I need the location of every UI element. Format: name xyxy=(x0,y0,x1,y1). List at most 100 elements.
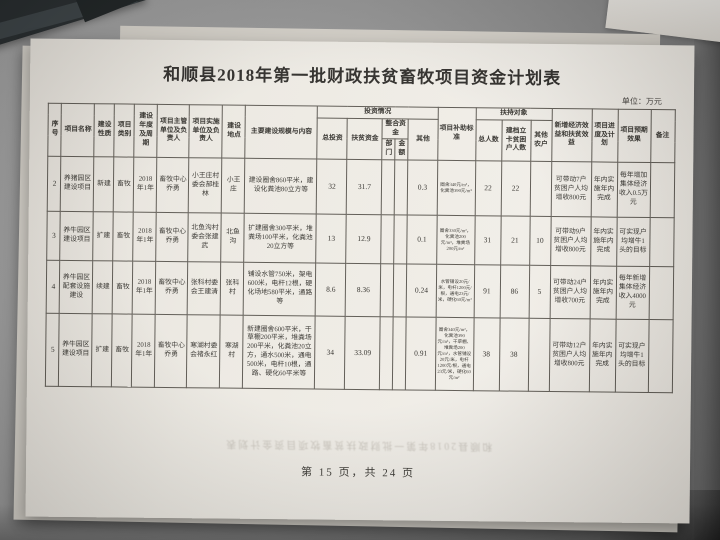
cell-other: 0.3 xyxy=(407,160,438,216)
col-header-benefit: 新增经济效益和扶贫效益 xyxy=(551,108,592,163)
cell-scale: 扩建圈舍300平米，堆粪场100平米，化粪池20立方等 xyxy=(244,213,317,264)
cell-dept xyxy=(381,159,396,216)
table-row: 4 养牛园区配套设施建设 续建 畜牧 2018年1年 畜牧中心乔勇 张科村委会王… xyxy=(46,260,674,320)
cell-total: 32 xyxy=(316,159,348,215)
cell-expected: 可实现户均增牛1头的目标 xyxy=(616,217,650,267)
cell-location: 北鱼沟 xyxy=(221,213,245,263)
table-row: 5 养牛园区建设项目 扩建 畜牧 2018年1年 畜牧中心乔勇 寒湖村委会褚永红… xyxy=(45,313,673,393)
cell-total: 34 xyxy=(314,316,346,390)
cell-remark xyxy=(648,266,674,320)
col-header-scale: 主要建设规模与内容 xyxy=(245,105,318,160)
col-header-remark: 备注 xyxy=(650,109,675,163)
cell-location: 小王庄 xyxy=(221,158,246,214)
cell-scale: 铺设水管750米，架电600米，电杆12根，硬化场地580平米，通路等 xyxy=(243,262,317,317)
cell-nature: 扩建 xyxy=(91,313,113,388)
cell-progress: 年内实施年内完成 xyxy=(590,217,617,267)
show-through-text: 和顺县2018年第一批财政扶贫畜牧项目资金计划表 xyxy=(223,437,493,452)
cell-poor: 86 xyxy=(499,265,530,319)
cell-supervisor: 畜牧中心乔勇 xyxy=(154,314,188,388)
col-header-poverty-fund: 扶贫资金 xyxy=(347,118,383,160)
cell-period: 2018年1年 xyxy=(132,261,157,315)
dark-notebook-edge-3 xyxy=(75,0,141,23)
fund-plan-table: 序号 项目名称 建设性质 项目类别 建设年度及周期 项目主管单位及负责人 项目实… xyxy=(45,103,675,394)
col-header-registered-poor: 建档立卡贫困户人数 xyxy=(501,119,531,162)
cell-expected: 每年新增集体经济收入4000元 xyxy=(615,266,650,320)
col-header-period: 建设年度及周期 xyxy=(134,104,158,158)
cell-poor: 22 xyxy=(500,161,531,217)
col-header-name: 项目名称 xyxy=(61,103,95,157)
cell-location: 张科村 xyxy=(220,262,245,316)
cell-seq: 5 xyxy=(45,313,60,387)
cell-amount xyxy=(392,316,407,391)
cell-people: 31 xyxy=(474,215,501,266)
cell-category: 畜牧 xyxy=(113,212,134,262)
cell-other: 0.1 xyxy=(407,215,437,265)
col-header-total-people: 总人数 xyxy=(475,119,502,162)
col-header-subsidy: 项目补助标准 xyxy=(437,107,476,161)
cell-amount xyxy=(393,263,408,318)
cell-benefit: 可带动9户贫困户人均增收800元 xyxy=(550,216,591,267)
cell-seq: 2 xyxy=(47,156,62,212)
cell-name: 养牛园区配套设施建设 xyxy=(59,260,94,314)
desk-right-shadow xyxy=(694,0,720,540)
cell-people: 91 xyxy=(473,264,501,319)
col-header-seq: 序号 xyxy=(48,103,62,157)
cell-expected: 可实现户均增牛1头的目标 xyxy=(614,319,649,393)
cell-implementer: 小王庄村委会郝桂林 xyxy=(188,157,223,214)
cell-benefit: 可带动7户贫困户人均增收800元 xyxy=(550,161,592,218)
cell-poor: 38 xyxy=(498,318,529,392)
cell-remark xyxy=(649,217,674,267)
table-row: 2 养猪园区建设项目 新建 畜牧 2018年1年 畜牧中心乔勇 小王庄村委会郝桂… xyxy=(47,156,675,218)
cell-period: 2018年1年 xyxy=(133,157,158,213)
cell-scale: 新建圈舍600平米，干草棚200平米，堆粪场200平米，化粪池20立方，通水50… xyxy=(242,315,316,390)
col-group-support: 扶持对象 xyxy=(475,107,552,121)
cell-subsidy: 圈舍340元/m²，化粪池390元/m³ xyxy=(436,160,476,216)
cell-nature: 新建 xyxy=(93,156,115,213)
cell-progress: 年内实施年内完成 xyxy=(588,319,616,393)
page-title: 和顺县2018年第一批财政扶贫畜牧项目资金计划表 xyxy=(163,64,562,89)
cell-name: 养牛园区建设项目 xyxy=(58,313,93,387)
cell-benefit: 可带动12户贫困户人均增收800元 xyxy=(548,318,590,393)
cell-progress: 年内实施年内完成 xyxy=(589,266,617,320)
cell-seq: 3 xyxy=(47,211,61,261)
col-header-total-investment: 总投资 xyxy=(317,117,348,160)
col-header-other-farmers: 其他农户 xyxy=(530,120,552,162)
cell-period: 2018年1年 xyxy=(133,212,157,262)
cell-period: 2018年1年 xyxy=(131,314,156,388)
cell-people: 22 xyxy=(474,160,502,217)
cell-implementer: 张科村委会王建清 xyxy=(187,261,222,316)
cell-supervisor: 畜牧中心乔勇 xyxy=(156,157,190,213)
cell-implementer: 北鱼沟村委会张建武 xyxy=(188,212,222,263)
cell-farmers: 10 xyxy=(529,216,551,266)
cell-other: 0.24 xyxy=(406,264,437,318)
cell-farmers xyxy=(529,161,552,217)
cell-remark xyxy=(647,319,673,393)
cell-subsidy: 圈舍330元/m²，化粪池200元/m³，堆粪场200元/m² xyxy=(436,215,475,265)
col-header-nature: 建设性质 xyxy=(94,103,115,158)
cell-amount xyxy=(394,215,408,265)
cell-category: 畜牧 xyxy=(111,314,133,388)
cell-fund: 33.09 xyxy=(344,316,381,390)
cell-fund: 31.7 xyxy=(346,159,383,215)
cell-seq: 4 xyxy=(46,260,61,314)
col-header-integrated-amount: 金额 xyxy=(395,139,409,161)
cell-farmers xyxy=(527,318,550,392)
cell-dept xyxy=(380,263,395,317)
cell-other: 0.91 xyxy=(405,317,436,391)
col-header-supervisor: 项目主管单位及负责人 xyxy=(157,104,190,158)
page-number: 第 15 页，共 24 页 xyxy=(300,466,416,480)
col-header-integrated-dept: 部门 xyxy=(382,139,396,161)
cell-scale: 建设圈舍860平米，建设化粪池80立方等 xyxy=(244,158,318,215)
col-group-integrated: 整合资金 xyxy=(382,118,409,140)
cell-poor: 21 xyxy=(500,216,530,266)
cell-supervisor: 畜牧中心乔勇 xyxy=(155,261,189,315)
col-header-progress: 项目进度及计划 xyxy=(591,108,618,163)
cell-fund: 12.9 xyxy=(346,214,382,264)
cell-nature: 扩建 xyxy=(93,211,114,262)
cell-name: 养猪园区建设项目 xyxy=(60,156,95,212)
cell-expected: 每年增加集体经济收入0.5万元 xyxy=(616,162,651,218)
cell-benefit: 可带动24户贫困户人均增收700元 xyxy=(549,265,591,320)
col-header-location: 建设地点 xyxy=(222,105,246,159)
cell-supervisor: 畜牧中心乔勇 xyxy=(156,212,189,262)
